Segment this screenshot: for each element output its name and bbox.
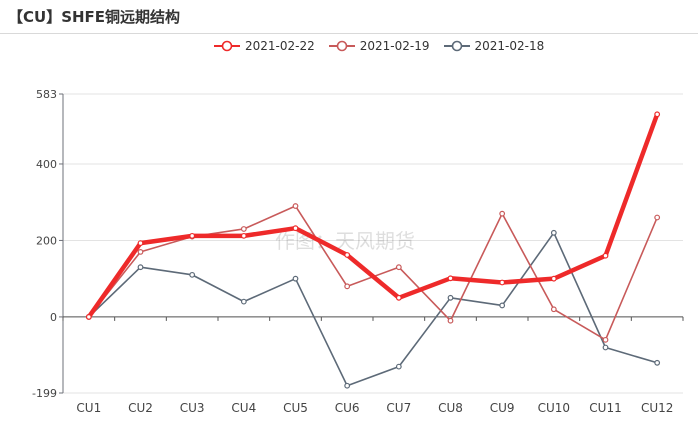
series-2021-02-19: [85, 203, 661, 343]
data-point[interactable]: [292, 203, 299, 209]
data-point[interactable]: [602, 344, 609, 351]
title-bar: 【CU】SHFE铜远期结构: [0, 0, 698, 34]
legend-marker: [451, 40, 462, 52]
y-tick-label: 400: [36, 158, 57, 171]
data-point[interactable]: [654, 359, 661, 366]
data-point[interactable]: [344, 252, 351, 258]
x-tick-label: CU2: [128, 401, 153, 415]
legend-marker-icon: [214, 40, 240, 52]
x-tick-label: CU4: [231, 401, 256, 415]
series-line: [86, 112, 660, 320]
data-point[interactable]: [499, 210, 506, 217]
y-tick-label: -199: [32, 387, 57, 400]
legend-label: 2021-02-19: [359, 39, 430, 53]
y-axis: -199 0 200 400 583: [32, 88, 64, 400]
x-tick-label: CU8: [438, 401, 463, 415]
chart-legend: 2021-02-22 2021-02-19 2021-02-18: [214, 36, 544, 56]
data-point[interactable]: [292, 275, 299, 282]
data-point[interactable]: [499, 279, 506, 286]
data-point[interactable]: [292, 225, 299, 232]
data-point[interactable]: [344, 382, 351, 389]
y-tick-label: 0: [50, 311, 57, 324]
x-tick-label: CU1: [76, 401, 101, 415]
data-point[interactable]: [602, 252, 609, 259]
series-line: [88, 231, 658, 387]
data-point[interactable]: [447, 317, 454, 324]
data-point[interactable]: [137, 249, 144, 255]
legend-marker-icon: [443, 40, 470, 52]
x-tick-label: CU10: [538, 401, 570, 415]
x-tick-label: CU9: [490, 401, 515, 415]
legend-item[interactable]: 2021-02-22: [214, 39, 315, 53]
watermark: 作图：天风期货: [275, 229, 415, 253]
x-tick-label: CU6: [335, 401, 360, 415]
data-point[interactable]: [189, 271, 196, 278]
data-point[interactable]: [550, 275, 557, 282]
data-point[interactable]: [240, 226, 247, 232]
data-point[interactable]: [447, 275, 454, 282]
x-tick-label: CU12: [641, 401, 673, 415]
data-point[interactable]: [240, 298, 247, 305]
legend-item[interactable]: 2021-02-19: [328, 39, 430, 53]
data-point[interactable]: [240, 232, 247, 239]
x-tick-label: CU3: [180, 401, 205, 415]
data-point[interactable]: [395, 363, 402, 370]
data-point[interactable]: [137, 240, 144, 247]
data-point[interactable]: [550, 229, 557, 236]
series-group: [85, 111, 661, 389]
legend-marker-icon: [328, 40, 355, 52]
data-point[interactable]: [654, 214, 661, 221]
legend-label: 2021-02-18: [474, 39, 545, 53]
series-2021-02-18: [85, 229, 661, 389]
x-tick-label: CU7: [386, 401, 411, 415]
x-tick-label: CU5: [283, 401, 308, 415]
legend-label: 2021-02-22: [245, 39, 315, 53]
data-point[interactable]: [654, 111, 661, 118]
y-tick-label: 583: [36, 88, 57, 101]
data-point[interactable]: [85, 314, 92, 320]
legend-item[interactable]: 2021-02-18: [443, 39, 545, 53]
data-point[interactable]: [602, 336, 609, 343]
data-point[interactable]: [189, 232, 196, 239]
legend-marker: [221, 40, 233, 52]
data-point[interactable]: [447, 294, 454, 301]
data-point[interactable]: [395, 264, 402, 271]
x-axis: CU1 CU2 CU3 CU4 CU5 CU6 CU7 CU8 CU9 CU10 CU11 CU12: [62, 316, 684, 415]
legend-marker: [336, 40, 348, 52]
data-point[interactable]: [344, 283, 351, 290]
data-point[interactable]: [137, 264, 144, 271]
data-point[interactable]: [550, 306, 557, 313]
data-point[interactable]: [395, 294, 402, 301]
y-tick-label: 200: [36, 234, 57, 247]
page-title: 【CU】SHFE铜远期结构: [8, 8, 181, 26]
series-2021-02-22: [85, 111, 661, 320]
x-tick-label: CU11: [589, 401, 621, 415]
data-point[interactable]: [499, 302, 506, 309]
